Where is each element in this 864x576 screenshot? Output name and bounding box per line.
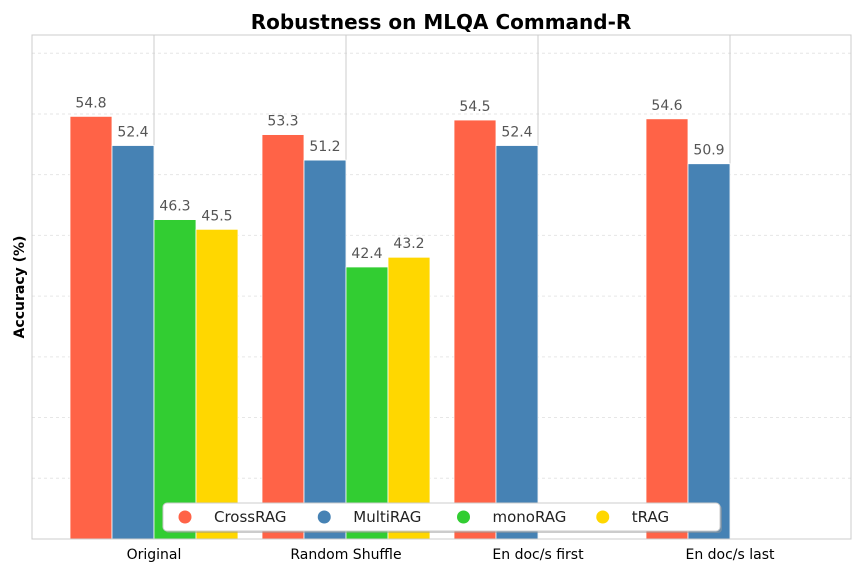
bar-crossrag-0 — [69, 115, 113, 540]
bar-trag-1 — [387, 256, 431, 540]
x-tick-label: Random Shuffle — [290, 547, 401, 563]
data-label: 53.3 — [267, 114, 298, 130]
data-label: 54.5 — [459, 99, 490, 115]
legend-label-multirag: MultiRAG — [353, 508, 421, 526]
data-label: 46.3 — [159, 199, 190, 215]
bar-crossrag-1 — [261, 134, 305, 540]
data-label: 43.2 — [393, 236, 424, 252]
data-label: 52.4 — [501, 125, 532, 141]
bar-monorag-0 — [153, 219, 197, 540]
chart-title: Robustness on MLQA Command-R — [251, 10, 632, 34]
data-label: 52.4 — [117, 125, 148, 141]
x-tick-label: En doc/s first — [492, 547, 584, 563]
bar-trag-0 — [195, 228, 239, 540]
bar-multirag-0 — [111, 145, 155, 540]
legend-label-crossrag: CrossRAG — [214, 508, 287, 526]
legend-marker-monorag — [457, 510, 470, 524]
x-tick-label: En doc/s last — [685, 547, 775, 563]
legend-label-monorag: monoRAG — [493, 508, 567, 526]
bar-group — [69, 115, 731, 540]
plot-frame — [31, 34, 852, 540]
bar-multirag-1 — [303, 159, 347, 540]
data-label: 54.6 — [651, 98, 682, 114]
data-label-group: 54.8 53.3 54.5 54.6 52.4 51.2 52.4 50.9 46.3 42.4… — [75, 95, 724, 262]
legend-marker-trag — [596, 510, 610, 524]
legend: CrossRAG MultiRAG monoRAG tRAG — [162, 502, 722, 533]
legend-label-trag: tRAG — [632, 508, 669, 526]
bar-crossrag-2 — [453, 119, 497, 540]
data-label: 50.9 — [693, 143, 724, 159]
bar-monorag-1 — [345, 266, 389, 540]
legend-box — [162, 502, 721, 532]
legend-marker-crossrag — [178, 510, 192, 524]
y-axis-label: Accuracy (%) — [12, 236, 28, 339]
bar-multirag-2 — [495, 145, 539, 540]
data-label: 42.4 — [351, 246, 382, 262]
legend-marker-multirag — [317, 510, 331, 524]
bar-multirag-3 — [687, 163, 731, 540]
data-label: 51.2 — [309, 139, 340, 155]
x-tick-label: Original — [127, 547, 182, 563]
x-tick-labels: Original Random Shuffle En doc/s first En d… — [127, 547, 775, 563]
data-label: 45.5 — [201, 208, 232, 224]
bar-crossrag-3 — [645, 118, 689, 540]
data-label: 54.8 — [75, 95, 106, 111]
